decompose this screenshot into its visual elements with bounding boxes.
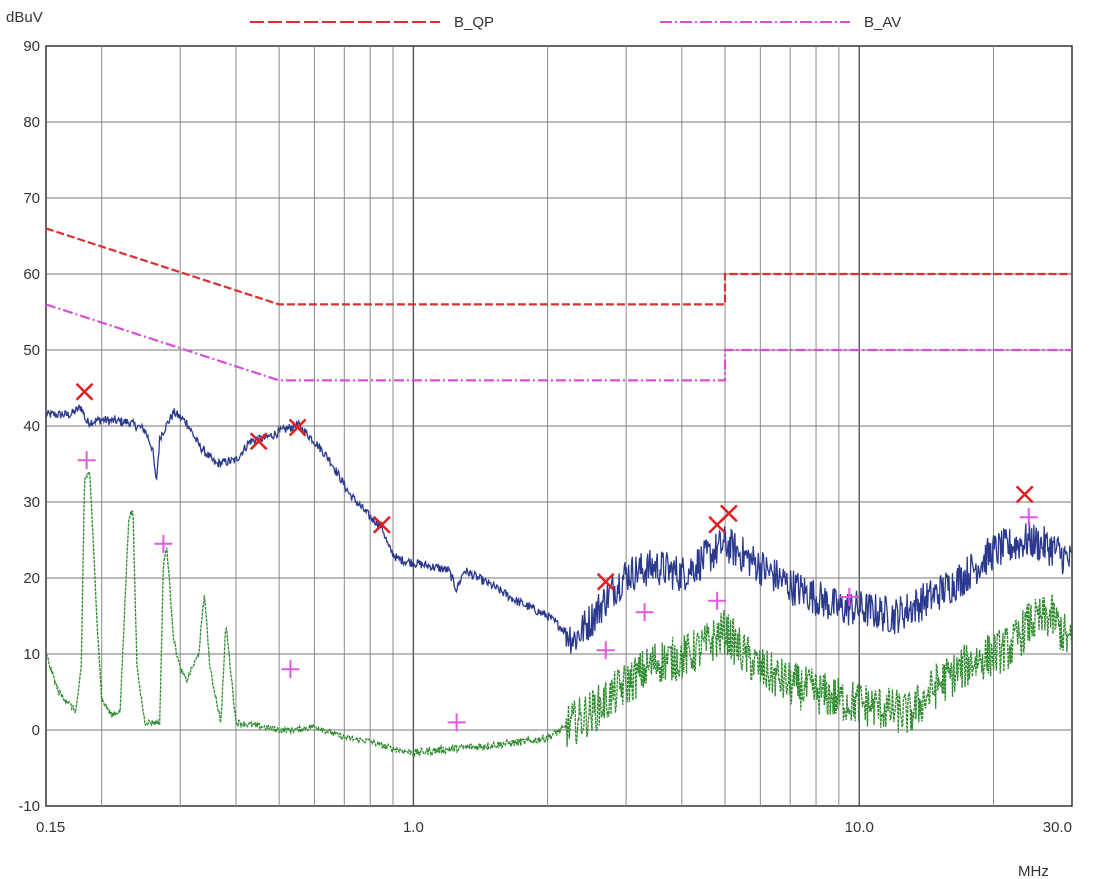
- av-marker: [1019, 508, 1038, 527]
- av-marker: [447, 713, 466, 732]
- qp-marker-stroke: [249, 432, 268, 451]
- y-tick-label: -10: [18, 798, 40, 815]
- av-marker: [154, 534, 173, 553]
- av-marker: [708, 591, 727, 610]
- qp-marker: [249, 432, 268, 451]
- x-tick-label: 0.15: [36, 819, 65, 836]
- av-marker: [596, 641, 615, 660]
- qp-marker-stroke: [1015, 485, 1034, 504]
- y-tick-label: 10: [23, 646, 40, 663]
- legend-label-b-qp: B_QP: [454, 14, 494, 31]
- qp-marker: [373, 515, 391, 534]
- y-tick-label: 40: [23, 418, 40, 435]
- qp-marker-stroke: [75, 382, 94, 401]
- qp-marker-stroke: [596, 572, 615, 591]
- y-axis-label: dBuV: [6, 9, 43, 26]
- qp-marker: [288, 418, 307, 437]
- x-axis-label: MHz: [1018, 863, 1049, 879]
- grid: [46, 46, 1072, 806]
- qp-marker: [719, 504, 738, 523]
- av-marker: [281, 660, 300, 679]
- y-tick-label: 70: [23, 190, 40, 207]
- x-tick-label: 1.0: [403, 819, 424, 836]
- y-tick-label: 60: [23, 266, 40, 283]
- limit-line-b-qp: [45, 227, 1072, 306]
- qp-marker-stroke: [719, 504, 738, 523]
- qp-marker-stroke: [288, 418, 307, 437]
- legend-label-b-av: B_AV: [864, 14, 901, 31]
- series-line-2: [45, 470, 1073, 758]
- tick-labels: -10 0 10 20 30 40 50 60 70 80 90 0.15 1.0 10.0 30.0: [18, 38, 1072, 836]
- av-marker: [77, 451, 96, 470]
- av-marker: [635, 603, 654, 622]
- qp-marker: [75, 382, 94, 401]
- av-marker: [840, 588, 859, 606]
- y-tick-label: 50: [23, 342, 40, 359]
- y-tick-label: 90: [23, 38, 40, 55]
- peak-markers: [75, 382, 1038, 732]
- legend: B_QP B_AV: [250, 14, 901, 31]
- y-tick-label: 30: [23, 494, 40, 511]
- measurement-series: [45, 403, 1073, 758]
- limit-lines: [45, 227, 1072, 382]
- qp-marker-stroke: [373, 515, 391, 534]
- y-tick-label: 0: [32, 722, 40, 739]
- x-tick-label: 30.0: [1043, 819, 1072, 836]
- qp-marker: [1015, 485, 1034, 504]
- qp-marker: [596, 572, 615, 591]
- x-tick-label: 10.0: [845, 819, 874, 836]
- y-tick-label: 80: [23, 114, 40, 131]
- y-tick-label: 20: [23, 570, 40, 587]
- series-line-1: [45, 403, 1073, 654]
- limit-line-b-av: [45, 303, 1072, 382]
